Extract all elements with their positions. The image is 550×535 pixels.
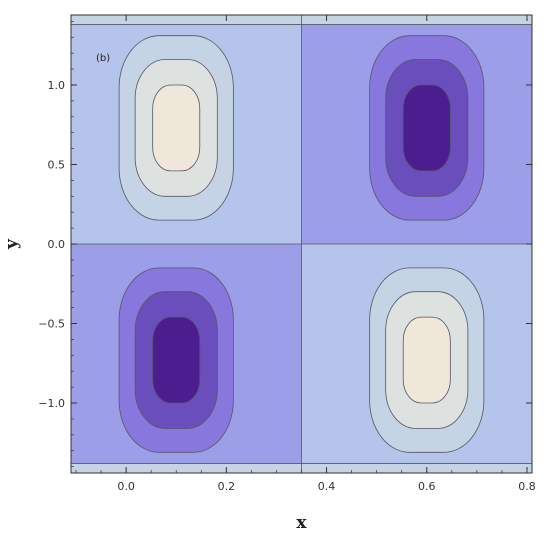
- y-tick-label-3: 0.5: [48, 158, 66, 171]
- x-tick-label-2: 0.4: [318, 480, 336, 493]
- x-tick-label-0: 0.0: [117, 480, 135, 493]
- contour-regions: [118, 35, 485, 453]
- y-tick-label-4: 1.0: [48, 79, 66, 92]
- y-axis-label: y: [2, 238, 22, 250]
- max-contour-4-3: [402, 316, 451, 404]
- x-tick-label-4: 0.8: [518, 480, 536, 493]
- min-contour-2-3: [402, 84, 451, 172]
- axis-ticks: 0.0 0.2 0.4 0.6 0.8 −1.0 −0.5 0.0 0.5 1.0: [38, 15, 536, 493]
- y-tick-label-2: 0.0: [48, 238, 66, 251]
- max-contour-1-3: [152, 84, 201, 172]
- zero-lines: [71, 15, 532, 473]
- y-tick-label-0: −1.0: [38, 397, 65, 410]
- x-tick-label-3: 0.6: [418, 480, 436, 493]
- panel-label: (b): [96, 53, 110, 64]
- min-contour-3-3: [152, 316, 201, 404]
- y-tick-label-1: −0.5: [38, 318, 65, 331]
- x-axis-label: x: [296, 513, 307, 533]
- x-tick-label-1: 0.2: [218, 480, 236, 493]
